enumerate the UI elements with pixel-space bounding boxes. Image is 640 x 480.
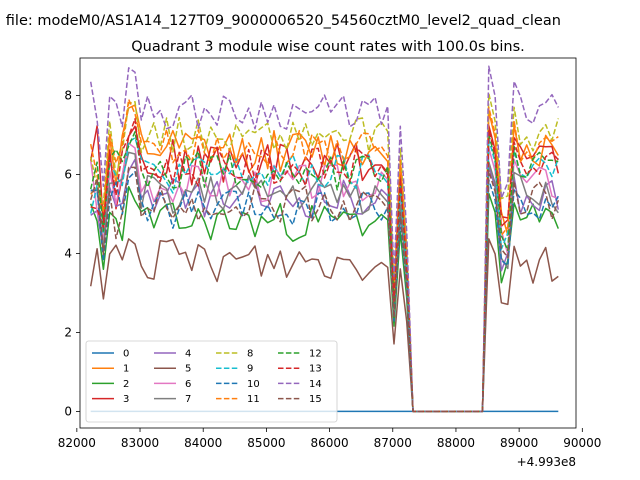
legend-label-12: 12 (309, 349, 322, 360)
series-layer (89, 65, 560, 413)
legend-label-8: 8 (247, 349, 253, 360)
chart-title: Quadrant 3 module wise count rates with … (131, 39, 525, 55)
y-axis: 0 2 4 6 8 (64, 89, 80, 418)
legend-label-1: 1 (123, 364, 129, 375)
legend-label-6: 6 (185, 379, 191, 390)
x-tick-label: 85000 (247, 436, 285, 450)
legend-label-3: 3 (123, 394, 129, 405)
axes-frame (79, 57, 577, 429)
legend-label-0: 0 (123, 349, 129, 360)
x-tick-label: 87000 (374, 436, 412, 450)
legend-label-10: 10 (247, 379, 260, 390)
y-tick-label: 2 (64, 325, 72, 339)
y-tick-label: 6 (64, 167, 72, 181)
series-line-14 (89, 65, 559, 413)
legend-label-7: 7 (185, 394, 191, 405)
x-tick-label: 90000 (563, 436, 601, 450)
x-tick-label: 89000 (500, 436, 538, 450)
x-offset-label: +4.993e8 (517, 455, 576, 469)
series-line-13 (90, 118, 559, 413)
legend-label-5: 5 (185, 364, 191, 375)
figure-suptitle: n file: modeM0/AS1A14_127T09_9000006520_… (0, 13, 561, 29)
x-axis: 82000 83000 84000 85000 86000 87000 88000 89000… (58, 428, 601, 450)
y-tick-label: 4 (64, 246, 72, 260)
x-tick-label: 84000 (184, 436, 222, 450)
legend-label-15: 15 (309, 394, 322, 405)
series-line-12 (89, 131, 559, 413)
legend-label-14: 14 (309, 379, 322, 390)
x-tick-label: 82000 (58, 436, 96, 450)
y-tick-label: 0 (64, 404, 72, 418)
x-tick-label: 88000 (437, 436, 475, 450)
series-line-11 (89, 98, 559, 413)
legend-label-11: 11 (247, 394, 260, 405)
x-tick-label: 86000 (310, 436, 348, 450)
x-tick-label: 83000 (121, 436, 159, 450)
legend-frame (85, 340, 338, 423)
y-tick-label: 8 (64, 89, 72, 103)
legend-label-2: 2 (123, 379, 129, 390)
legend-label-9: 9 (247, 364, 253, 375)
series-line-10 (90, 170, 559, 413)
legend-label-13: 13 (309, 364, 322, 375)
legend-label-4: 4 (185, 349, 191, 360)
